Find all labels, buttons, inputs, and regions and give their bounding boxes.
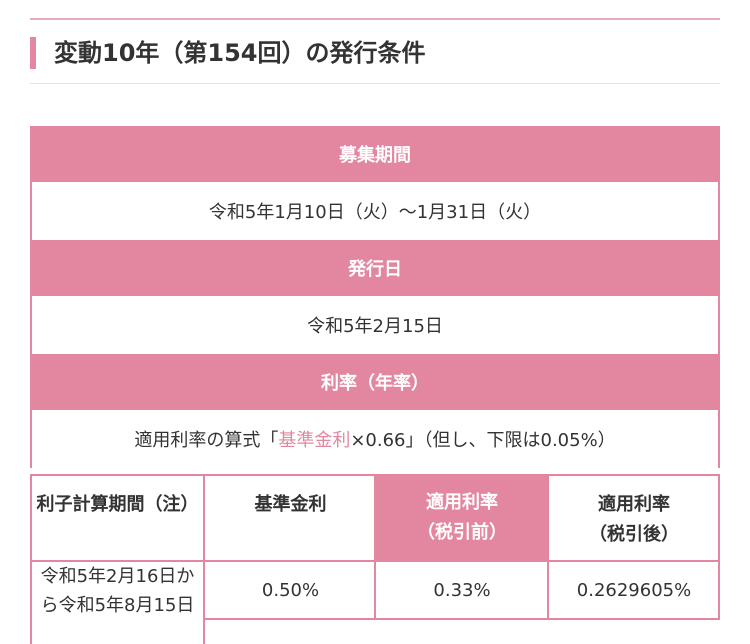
table-row-base-rate: 0.50% [261,580,320,601]
applied-rate-after-tax-line1: 適用利率 [598,494,670,515]
formula-prefix: 適用利率の算式「 [134,430,279,451]
column-header-period: 利子計算期間（注） [36,494,199,515]
applied-rate-pre-tax-line2: （税引前） [417,522,507,543]
heading-accent-bar [30,37,36,69]
issue-date-value: 令和5年2月15日 [30,296,720,354]
interest-rate-formula: 適用利率の算式「 基準金利 ×0.66」（但し、下限は0.05%） [30,410,720,468]
top-divider [30,18,720,20]
issue-date-header: 発行日 [30,240,720,296]
heading-divider [30,83,720,84]
column-header-base-rate: 基準金利 [254,494,327,515]
period-line2: ら令和5年8月15日 [40,595,195,616]
applied-rate-after-tax-line2: （税引後） [589,524,679,545]
grid-line-row-bottom [205,618,720,620]
section-heading: 変動10年（第154回）の発行条件 [30,30,720,82]
grid-line-left [30,474,32,644]
applied-rate-pre-tax-line1: 適用利率 [426,492,498,513]
grid-line-col3 [547,474,549,620]
interest-rate-header: 利率（年率） [30,354,720,410]
page-title: 変動10年（第154回）の発行条件 [54,39,426,67]
issue-conditions-table: 募集期間 令和5年1月10日（火）〜1月31日（火） 発行日 令和5年2月15日… [30,126,720,468]
base-rate-link[interactable]: 基準金利 [278,430,351,451]
period-line1: 令和5年2月16日か [40,566,195,587]
grid-line-col1 [203,474,205,644]
recruitment-period-header: 募集期間 [30,126,720,182]
grid-line-right [718,474,720,620]
column-header-applied-rate-after-tax: 適用利率 （税引後） [550,476,718,560]
formula-suffix: ×0.66」（但し、下限は0.05%） [350,430,616,451]
recruitment-period-value: 令和5年1月10日（火）〜1月31日（火） [30,182,720,240]
table-row-period: 令和5年2月16日か ら令和5年8月15日 [30,562,205,620]
table-row-applied-rate-after-tax: 0.2629605% [576,580,692,601]
grid-line-col2 [374,474,376,620]
rate-detail-grid: 利子計算期間（注） 基準金利 適用利率 （税引前） 適用利率 （税引後） 令和5… [30,474,720,644]
table-row-applied-rate-pre-tax: 0.33% [433,580,491,601]
column-header-applied-rate-pre-tax: 適用利率 （税引前） [376,474,548,562]
